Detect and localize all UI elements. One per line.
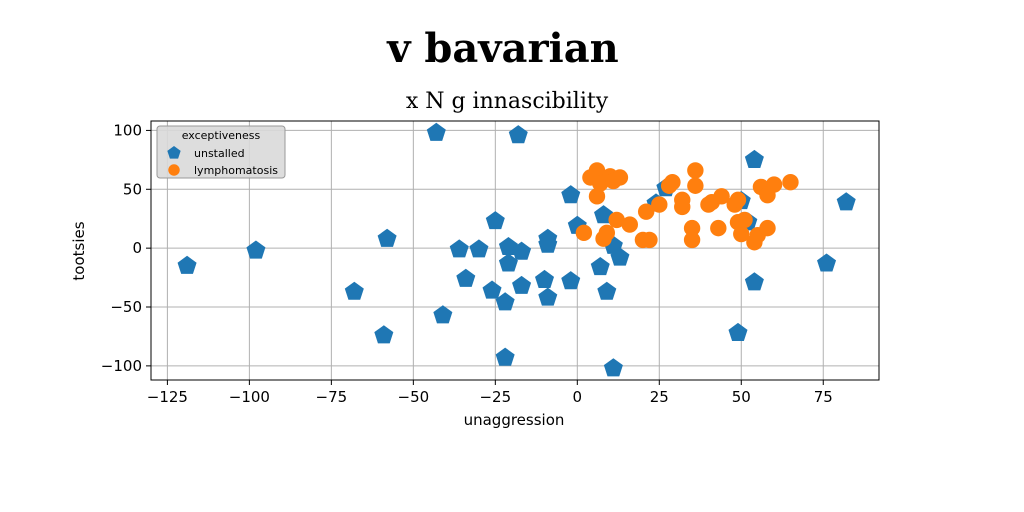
- data-points: [177, 122, 856, 377]
- data-point: [728, 322, 748, 341]
- data-point: [561, 271, 581, 290]
- data-point: [377, 228, 397, 247]
- data-point: [433, 305, 453, 324]
- axis-ticks: −125 −100 −75 −50 −25 0 25 50 75 −100 −50 0 50 100: [101, 121, 833, 406]
- legend-label: unstalled: [194, 147, 245, 160]
- data-point: [495, 347, 515, 366]
- data-point: [498, 253, 518, 272]
- legend: exceptiveness unstalled lymphomatosis: [156, 125, 286, 179]
- data-point: [456, 268, 476, 287]
- y-tick-label: 100: [113, 121, 142, 139]
- x-tick-label: 50: [732, 388, 751, 406]
- data-point: [683, 219, 701, 237]
- data-point: [482, 280, 502, 299]
- legend-box: [156, 125, 286, 179]
- data-point: [608, 211, 625, 229]
- data-point: [246, 240, 266, 259]
- data-point: [603, 358, 623, 377]
- series-lymphomatosis: [575, 162, 799, 251]
- legend-title: exceptiveness: [182, 129, 261, 142]
- legend-marker: [168, 164, 180, 176]
- data-point: [836, 192, 856, 211]
- data-point: [374, 325, 394, 344]
- data-point: [759, 219, 776, 237]
- data-point: [538, 287, 558, 306]
- data-point: [588, 188, 606, 205]
- y-tick-label: −100: [101, 357, 142, 375]
- data-point: [495, 292, 515, 311]
- y-tick-label: 0: [132, 239, 142, 257]
- y-tick-label: −50: [110, 298, 142, 316]
- legend-label: lymphomatosis: [194, 164, 278, 177]
- data-point: [508, 125, 528, 144]
- chart-title: x N g innascibility: [406, 89, 609, 114]
- x-axis-label: unaggression: [464, 411, 565, 429]
- page-title: v bavarian: [386, 25, 618, 72]
- data-point: [710, 219, 727, 237]
- data-point: [674, 198, 691, 216]
- x-tick-label: 75: [814, 388, 833, 406]
- data-point: [817, 253, 837, 272]
- plot-frame: [150, 120, 880, 381]
- data-point: [344, 281, 364, 300]
- data-point: [637, 203, 655, 220]
- data-point: [598, 224, 616, 242]
- x-tick-label: −50: [398, 388, 430, 406]
- data-point: [611, 169, 629, 186]
- data-point: [621, 216, 638, 233]
- data-point: [575, 224, 593, 242]
- data-point: [426, 122, 446, 141]
- data-point: [651, 196, 668, 213]
- data-point: [610, 247, 630, 266]
- data-point: [683, 231, 701, 249]
- data-point: [512, 275, 532, 294]
- data-point: [449, 239, 469, 258]
- data-point: [664, 174, 681, 191]
- data-point: [469, 239, 489, 258]
- data-point: [535, 269, 555, 289]
- data-point: [687, 162, 704, 179]
- data-point: [597, 281, 617, 300]
- data-point: [177, 255, 197, 274]
- data-point: [782, 174, 799, 191]
- data-point: [733, 225, 750, 243]
- legend-marker: [167, 146, 181, 159]
- data-point: [713, 188, 730, 205]
- data-point: [594, 205, 614, 224]
- data-point: [765, 176, 783, 193]
- data-point: [512, 241, 532, 260]
- x-tick-label: −25: [479, 388, 511, 406]
- x-tick-label: −125: [147, 388, 188, 406]
- legend-entries: unstalled lymphomatosis: [167, 146, 278, 177]
- data-point: [744, 149, 764, 168]
- data-point: [744, 272, 764, 291]
- data-point: [641, 231, 658, 249]
- data-point: [736, 211, 753, 229]
- data-point: [729, 191, 747, 209]
- data-point: [590, 256, 610, 276]
- x-tick-label: 0: [573, 388, 583, 406]
- data-point: [538, 234, 558, 253]
- x-tick-label: 25: [650, 388, 669, 406]
- data-point: [561, 185, 581, 204]
- y-tick-label: 50: [123, 180, 142, 198]
- x-tick-label: −75: [316, 388, 348, 406]
- data-point: [588, 162, 606, 179]
- data-point: [485, 211, 505, 230]
- y-axis-label: tootsies: [70, 221, 88, 280]
- data-point: [687, 177, 704, 194]
- x-tick-label: −100: [229, 388, 270, 406]
